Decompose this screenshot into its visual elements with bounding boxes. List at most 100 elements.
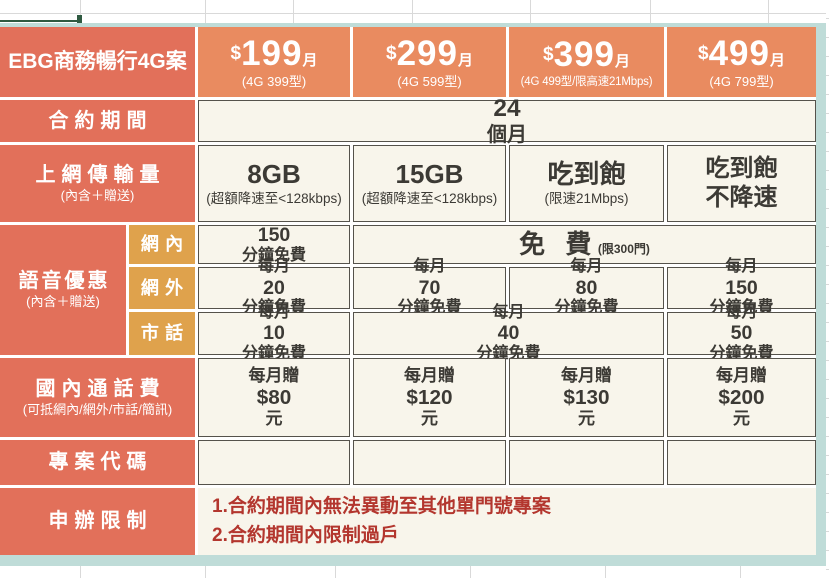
row-label-text: 國內通話費 bbox=[35, 377, 166, 400]
project-code-cell-199 bbox=[198, 440, 350, 485]
plan-price: $199月 bbox=[231, 34, 318, 74]
per-month: 月 bbox=[457, 51, 473, 69]
rate-plan-image: EBG商務暢行4G案 $199月 (4G 399型) $299月 (4G 599… bbox=[0, 23, 826, 566]
plan-code: (4G 399型) bbox=[241, 74, 307, 90]
data-amount: 吃到飽 bbox=[705, 154, 778, 182]
credit-cell-499: 每月贈 $200 元 bbox=[667, 358, 816, 437]
per-month: 月 bbox=[769, 51, 785, 69]
gridline bbox=[740, 566, 741, 578]
subrow-label-on-net: 網內 bbox=[129, 225, 195, 264]
data-note: (超額降速至<128kbps) bbox=[361, 191, 498, 207]
gridline bbox=[80, 0, 81, 23]
data-note: (限速21Mbps) bbox=[544, 191, 629, 207]
row-sublabel-text: (內含＋贈送) bbox=[26, 294, 100, 310]
free-text: 免 費 bbox=[519, 228, 598, 259]
gridline bbox=[530, 0, 531, 23]
plan-code: (4G 799型) bbox=[709, 74, 774, 90]
currency: $ bbox=[230, 42, 242, 64]
row-label-project-code: 專案代碼 bbox=[0, 440, 195, 485]
price-number: 299 bbox=[396, 33, 458, 73]
contract-value: 24 個月 bbox=[198, 95, 816, 146]
row-label-text: 上網傳輸量 bbox=[35, 163, 166, 186]
row-label-call-credit: 國內通話費 (可抵網內/網外/市話/簡訊) bbox=[0, 358, 195, 437]
row-label-text: 語音優惠 bbox=[18, 270, 111, 293]
credit-cell-199: 每月贈 $80 元 bbox=[198, 358, 350, 437]
restriction-line-1: 1.合約期間內無法異動至其他單門號專案 bbox=[212, 496, 551, 517]
row-label-text: 專案代碼 bbox=[48, 451, 153, 473]
on-net-cell-199: 150 分鐘免費 bbox=[198, 224, 350, 264]
plan-header-499: $499月 (4G 799型) bbox=[667, 27, 816, 97]
row-label-voice: 語音優惠 (內含＋贈送) bbox=[0, 225, 126, 355]
gridline bbox=[205, 566, 206, 578]
gridline bbox=[768, 0, 769, 23]
currency: $ bbox=[698, 42, 709, 64]
gridline bbox=[650, 0, 651, 23]
gridline bbox=[80, 566, 81, 578]
landline-cell-199: 每月 10 分鐘免費 bbox=[198, 304, 350, 362]
currency: $ bbox=[543, 43, 554, 65]
price-number: 499 bbox=[708, 33, 770, 73]
plan-header-199: $199月 (4G 399型) bbox=[198, 27, 350, 97]
rate-plan-table: EBG商務暢行4G案 $199月 (4G 399型) $299月 (4G 599… bbox=[0, 27, 816, 555]
row-label-contract: 合約期間 bbox=[0, 100, 195, 142]
data-cell-499: 吃到飽 不降速 bbox=[667, 145, 816, 222]
plan-header-399: $399月 (4G 499型/限高速21Mbps) bbox=[509, 27, 664, 97]
data-amount: 15GB bbox=[395, 159, 464, 190]
credit-cell-299: 每月贈 $120 元 bbox=[353, 358, 506, 437]
row-label-text: 申辦限制 bbox=[48, 510, 153, 532]
gridline bbox=[205, 0, 206, 23]
landline-cell-mid: 每月 40 分鐘免費 bbox=[353, 304, 664, 362]
gridline bbox=[335, 566, 336, 578]
free-call-value: 免 費 (限300門) bbox=[519, 228, 650, 260]
row-sublabel-text: (可抵網內/網外/市話/簡訊) bbox=[22, 401, 173, 417]
price-number: 399 bbox=[553, 34, 615, 74]
subrow-label-off-net: 網外 bbox=[129, 267, 195, 309]
per-month: 月 bbox=[614, 52, 630, 70]
cell-selection-handle bbox=[77, 15, 82, 23]
plan-price: $299月 bbox=[386, 34, 473, 74]
plan-code: (4G 499型/限高速21Mbps) bbox=[520, 76, 653, 89]
gridline bbox=[293, 0, 294, 23]
off-net-cell-299: 每月 70 分鐘免費 bbox=[353, 258, 506, 316]
data-cell-399: 吃到飽 (限速21Mbps) bbox=[509, 145, 664, 222]
landline-cell-499: 每月 50 分鐘免費 bbox=[667, 304, 816, 362]
plan-price: $499月 bbox=[698, 34, 785, 74]
plan-family-title-text: EBG商務暢行4G案 bbox=[8, 49, 187, 73]
off-net-cell-199: 每月 20 分鐘免費 bbox=[198, 258, 350, 316]
off-net-cell-399: 每月 80 分鐘免費 bbox=[509, 258, 664, 316]
plan-header-299: $299月 (4G 599型) bbox=[353, 27, 506, 97]
restriction-line-2: 2.合約期間內限制過戶 bbox=[212, 524, 399, 546]
gridline bbox=[605, 566, 606, 578]
cell-selection-border bbox=[0, 14, 80, 22]
price-number: 199 bbox=[241, 33, 303, 73]
currency: $ bbox=[386, 42, 397, 64]
plan-price: $399月 bbox=[543, 35, 630, 75]
row-label-text: 合約期間 bbox=[48, 109, 153, 132]
plan-code: (4G 599型) bbox=[397, 74, 462, 90]
data-cell-199: 8GB (超額降速至<128kbps) bbox=[198, 145, 350, 222]
project-code-cell-399 bbox=[509, 440, 664, 485]
plan-family-title: EBG商務暢行4G案 bbox=[0, 27, 195, 97]
off-net-cell-499: 每月 150 分鐘免費 bbox=[667, 258, 816, 316]
data-amount-2: 不降速 bbox=[705, 183, 778, 211]
gridline bbox=[470, 566, 471, 578]
gridline bbox=[412, 0, 413, 23]
data-cell-299: 15GB (超額降速至<128kbps) bbox=[353, 145, 506, 222]
restrictions-text: 1.合約期間內無法異動至其他單門號專案 2.合約期間內限制過戶 bbox=[198, 488, 816, 555]
data-note: (超額降速至<128kbps) bbox=[206, 191, 342, 207]
on-net-cell-rest: 免 費 (限300門) bbox=[353, 225, 816, 264]
row-label-data: 上網傳輸量 (內含＋贈送) bbox=[0, 145, 195, 222]
gridline bbox=[826, 0, 829, 578]
row-sublabel-text: (內含＋贈送) bbox=[60, 187, 135, 203]
row-label-restrictions: 申辦限制 bbox=[0, 488, 195, 555]
data-amount: 吃到飽 bbox=[547, 159, 626, 190]
credit-cell-399: 每月贈 $130 元 bbox=[509, 358, 664, 437]
data-amount: 8GB bbox=[247, 159, 301, 190]
per-month: 月 bbox=[302, 51, 318, 69]
gridline bbox=[0, 13, 826, 14]
subrow-label-landline: 市話 bbox=[129, 312, 195, 355]
project-code-cell-299 bbox=[353, 440, 506, 485]
free-note: (限300門) bbox=[597, 241, 650, 256]
project-code-cell-499 bbox=[667, 440, 816, 485]
